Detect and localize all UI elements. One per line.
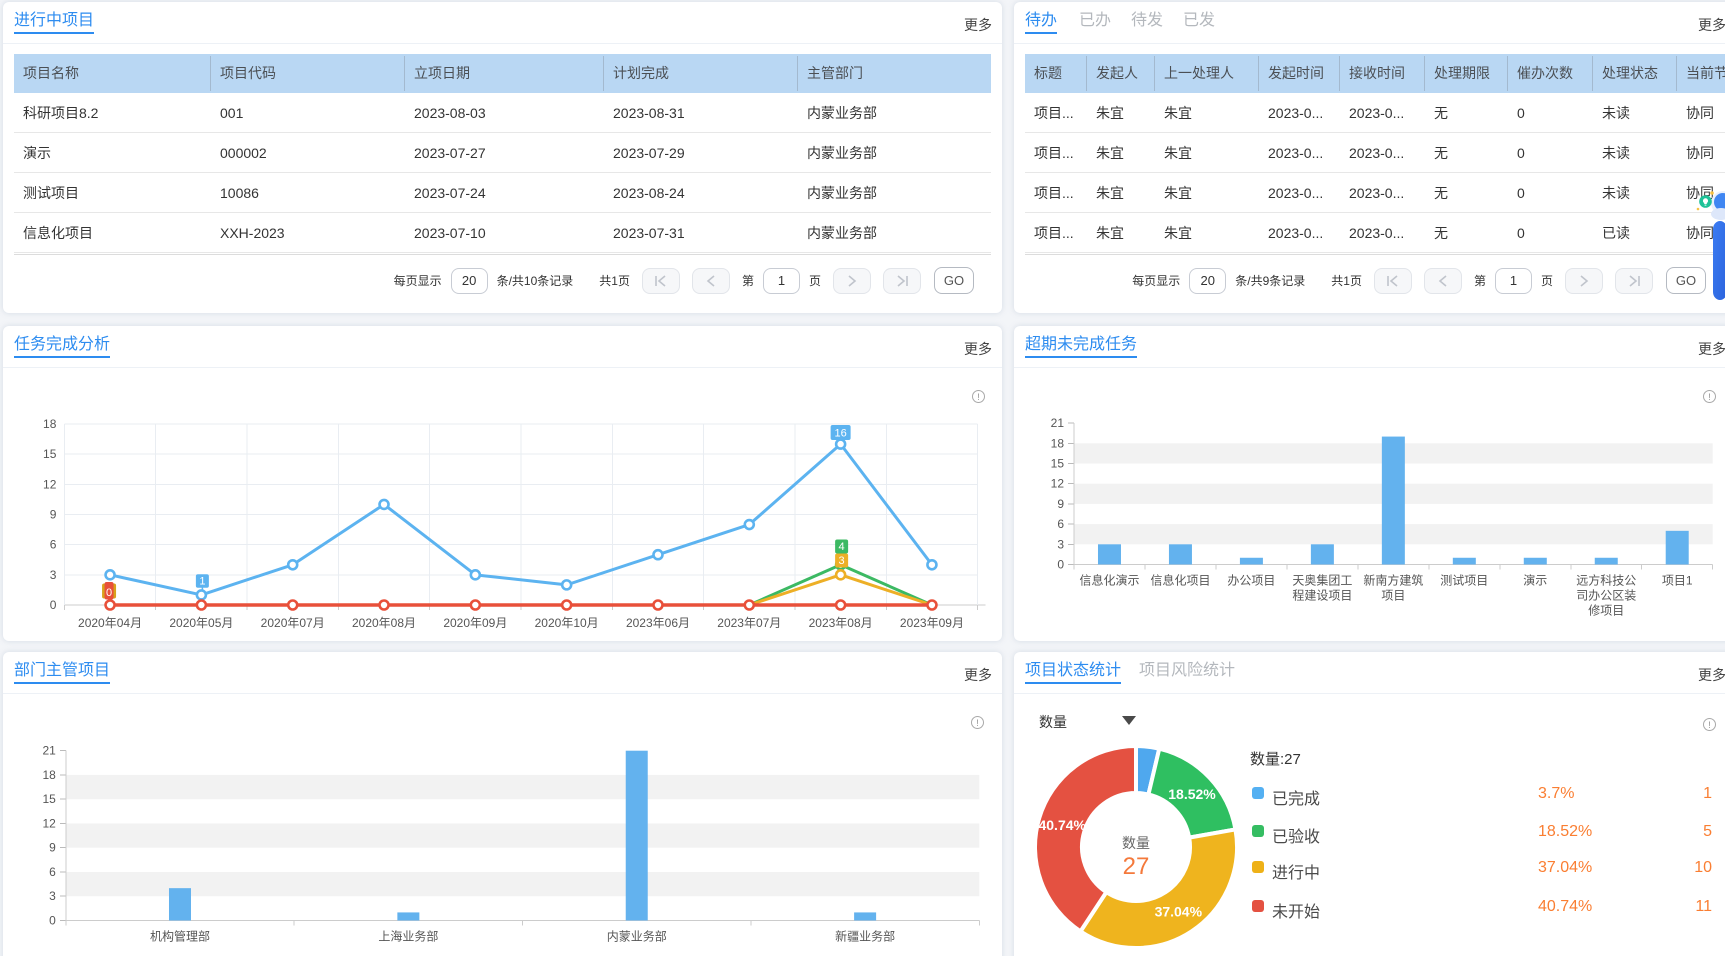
svg-text:6: 6 <box>1057 517 1064 531</box>
svg-text:2023年07月: 2023年07月 <box>717 616 781 630</box>
svg-text:新南方建筑: 新南方建筑 <box>1363 573 1423 588</box>
svg-text:6: 6 <box>50 538 57 552</box>
svg-text:3: 3 <box>49 889 56 903</box>
svg-text:程建设项目: 程建设项目 <box>1292 588 1352 603</box>
svg-text:项目: 项目 <box>1381 589 1405 603</box>
svg-text:18: 18 <box>43 417 57 431</box>
svg-text:司办公区装: 司办公区装 <box>1576 588 1636 603</box>
svg-text:15: 15 <box>1051 457 1065 471</box>
svg-text:远方科技公: 远方科技公 <box>1576 573 1636 588</box>
svg-text:12: 12 <box>43 477 57 491</box>
svg-text:37.04%: 37.04% <box>1155 903 1203 919</box>
svg-text:4: 4 <box>839 541 845 553</box>
svg-text:天奥集团工: 天奥集团工 <box>1292 573 1352 588</box>
svg-text:上海业务部: 上海业务部 <box>378 929 438 944</box>
svg-text:修项目: 修项目 <box>1588 603 1624 618</box>
svg-text:3: 3 <box>1057 537 1064 551</box>
svg-text:21: 21 <box>42 744 56 758</box>
svg-text:3: 3 <box>839 555 845 567</box>
svg-text:信息化演示: 信息化演示 <box>1079 573 1139 588</box>
svg-text:演示: 演示 <box>1523 573 1547 588</box>
svg-text:办公项目: 办公项目 <box>1227 573 1275 588</box>
svg-text:机构管理部: 机构管理部 <box>150 929 210 944</box>
svg-text:6: 6 <box>49 865 56 879</box>
svg-text:18: 18 <box>42 768 56 782</box>
svg-text:内蒙业务部: 内蒙业务部 <box>607 929 667 944</box>
svg-text:0: 0 <box>50 598 57 612</box>
svg-text:信息化项目: 信息化项目 <box>1150 573 1210 588</box>
svg-text:新疆业务部: 新疆业务部 <box>835 929 895 944</box>
svg-text:3: 3 <box>50 568 57 582</box>
svg-text:2020年08月: 2020年08月 <box>352 616 416 630</box>
svg-text:18.52%: 18.52% <box>1168 786 1216 802</box>
svg-text:16: 16 <box>834 428 846 440</box>
svg-text:2020年04月: 2020年04月 <box>78 616 142 630</box>
svg-text:21: 21 <box>1051 416 1065 430</box>
svg-text:0: 0 <box>49 914 56 928</box>
svg-text:9: 9 <box>49 841 56 855</box>
svg-text:9: 9 <box>1057 497 1064 511</box>
svg-text:15: 15 <box>43 447 57 461</box>
svg-text:9: 9 <box>50 507 57 521</box>
svg-text:18: 18 <box>1051 436 1065 450</box>
svg-text:2020年05月: 2020年05月 <box>169 616 233 630</box>
svg-text:1: 1 <box>199 575 205 587</box>
svg-text:2020年10月: 2020年10月 <box>535 616 599 630</box>
svg-text:2023年06月: 2023年06月 <box>626 616 690 630</box>
svg-text:0: 0 <box>106 587 112 599</box>
svg-text:2023年08月: 2023年08月 <box>809 616 873 630</box>
svg-text:测试项目: 测试项目 <box>1440 573 1488 588</box>
svg-text:项目1: 项目1 <box>1662 574 1693 588</box>
svg-text:40.74%: 40.74% <box>1038 817 1086 833</box>
svg-text:0: 0 <box>1057 558 1064 572</box>
svg-text:27: 27 <box>1123 853 1150 880</box>
svg-text:12: 12 <box>1051 477 1065 491</box>
svg-text:15: 15 <box>42 792 56 806</box>
svg-text:数量: 数量 <box>1122 835 1150 851</box>
svg-text:2023年09月: 2023年09月 <box>900 616 964 630</box>
svg-text:2020年07月: 2020年07月 <box>261 616 325 630</box>
svg-text:2020年09月: 2020年09月 <box>443 616 507 630</box>
svg-text:12: 12 <box>42 816 56 830</box>
